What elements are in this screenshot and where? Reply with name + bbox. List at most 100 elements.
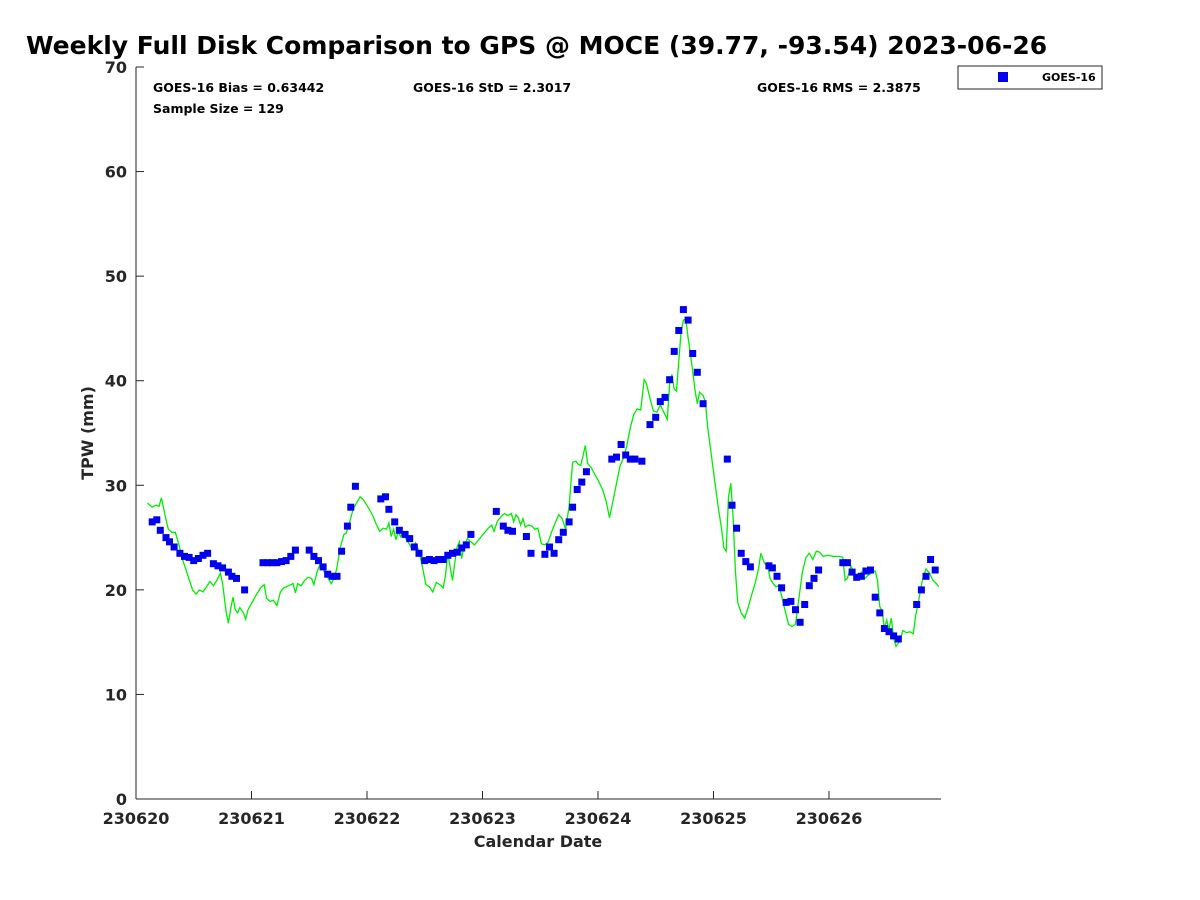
data-point-31 — [319, 563, 327, 571]
data-point-9 — [190, 557, 198, 565]
x-tick-label-4: 230624 — [565, 809, 632, 828]
data-point-109 — [805, 582, 813, 590]
data-point-118 — [867, 566, 874, 574]
data-point-13 — [209, 560, 217, 568]
data-point-61 — [504, 526, 512, 534]
data-point-58 — [467, 530, 475, 538]
x-tick-label-5: 230625 — [680, 809, 747, 828]
data-point-81 — [638, 457, 646, 465]
x-tick-label-1: 230621 — [218, 809, 285, 828]
data-point-127 — [922, 572, 930, 580]
data-point-29 — [310, 552, 318, 560]
data-layer — [147, 306, 940, 648]
data-point-96 — [733, 524, 741, 532]
data-point-5 — [170, 543, 178, 551]
data-point-27 — [291, 546, 299, 554]
data-point-1 — [153, 516, 161, 524]
legend-box — [957, 65, 1103, 90]
y-tick-label-7: 70 — [105, 58, 127, 77]
data-point-93 — [699, 400, 707, 408]
data-point-60 — [499, 522, 507, 530]
data-point-106 — [792, 606, 799, 614]
data-point-78 — [622, 451, 630, 459]
data-point-71 — [569, 503, 577, 511]
y-tick-label-3: 30 — [105, 476, 127, 495]
data-point-79 — [626, 455, 634, 463]
data-point-7 — [181, 552, 188, 560]
data-point-115 — [853, 573, 861, 581]
data-point-113 — [843, 559, 851, 567]
data-point-97 — [737, 549, 745, 557]
data-point-24 — [278, 558, 285, 566]
data-point-76 — [613, 453, 620, 461]
data-point-50 — [430, 557, 438, 565]
data-point-62 — [509, 527, 516, 535]
y-axis-label: TPW (mm) — [78, 386, 97, 480]
data-point-64 — [527, 549, 535, 557]
data-point-66 — [546, 543, 553, 551]
data-point-87 — [670, 347, 678, 355]
data-point-124 — [894, 635, 902, 643]
x-tick-label-2: 230622 — [334, 809, 401, 828]
x-axis-ticks: 230620 230621 230622 230623 230624 230625 2306… — [103, 791, 862, 828]
y-tick-label-5: 50 — [105, 267, 127, 286]
data-point-53 — [444, 551, 452, 559]
data-point-15 — [219, 564, 227, 572]
data-point-4 — [166, 538, 173, 546]
data-point-110 — [810, 574, 818, 582]
data-point-16 — [224, 568, 232, 576]
series-line-gps — [147, 318, 940, 648]
data-point-17 — [228, 572, 236, 580]
data-point-77 — [617, 441, 625, 448]
legend-marker-goes16 — [998, 72, 1008, 82]
legend-label-goes16: GOES-16 — [1042, 71, 1096, 84]
data-point-6 — [176, 549, 184, 557]
data-point-116 — [857, 572, 865, 580]
data-point-10 — [194, 555, 202, 562]
data-point-49 — [425, 556, 433, 563]
data-point-67 — [550, 549, 558, 557]
y-tick-label-4: 40 — [105, 372, 127, 391]
plot-area — [136, 67, 941, 799]
data-point-42 — [391, 518, 399, 526]
data-point-90 — [684, 316, 692, 324]
data-point-91 — [689, 350, 697, 357]
data-point-112 — [839, 559, 847, 567]
data-point-51 — [435, 556, 443, 563]
data-point-21 — [264, 559, 272, 567]
data-point-26 — [287, 552, 295, 560]
data-point-36 — [343, 522, 351, 530]
data-point-20 — [259, 559, 267, 567]
data-point-94 — [723, 455, 731, 463]
data-point-111 — [815, 566, 823, 574]
data-point-52 — [439, 556, 447, 563]
data-point-103 — [778, 584, 786, 592]
y-tick-label-0: 0 — [116, 790, 127, 809]
data-point-30 — [315, 557, 322, 565]
data-point-22 — [268, 559, 276, 567]
data-point-2 — [156, 526, 164, 534]
data-point-117 — [862, 567, 870, 575]
data-point-75 — [608, 455, 616, 463]
data-point-37 — [347, 503, 355, 511]
data-point-35 — [338, 547, 346, 555]
data-point-80 — [631, 455, 639, 463]
data-point-8 — [185, 553, 193, 561]
data-point-120 — [876, 609, 884, 617]
data-point-72 — [573, 486, 581, 493]
data-point-101 — [768, 564, 776, 572]
data-point-121 — [880, 625, 888, 632]
y-tick-label-6: 60 — [105, 163, 127, 182]
data-point-69 — [559, 528, 567, 536]
data-point-0 — [148, 518, 156, 526]
y-tick-label-2: 20 — [105, 581, 127, 600]
data-point-95 — [728, 501, 736, 509]
data-point-83 — [652, 413, 660, 421]
data-point-108 — [801, 601, 809, 608]
data-point-84 — [656, 398, 664, 406]
x-axis-label: Calendar Date — [474, 832, 603, 851]
data-point-104 — [782, 598, 790, 606]
data-point-102 — [773, 572, 781, 580]
data-point-14 — [214, 562, 222, 570]
